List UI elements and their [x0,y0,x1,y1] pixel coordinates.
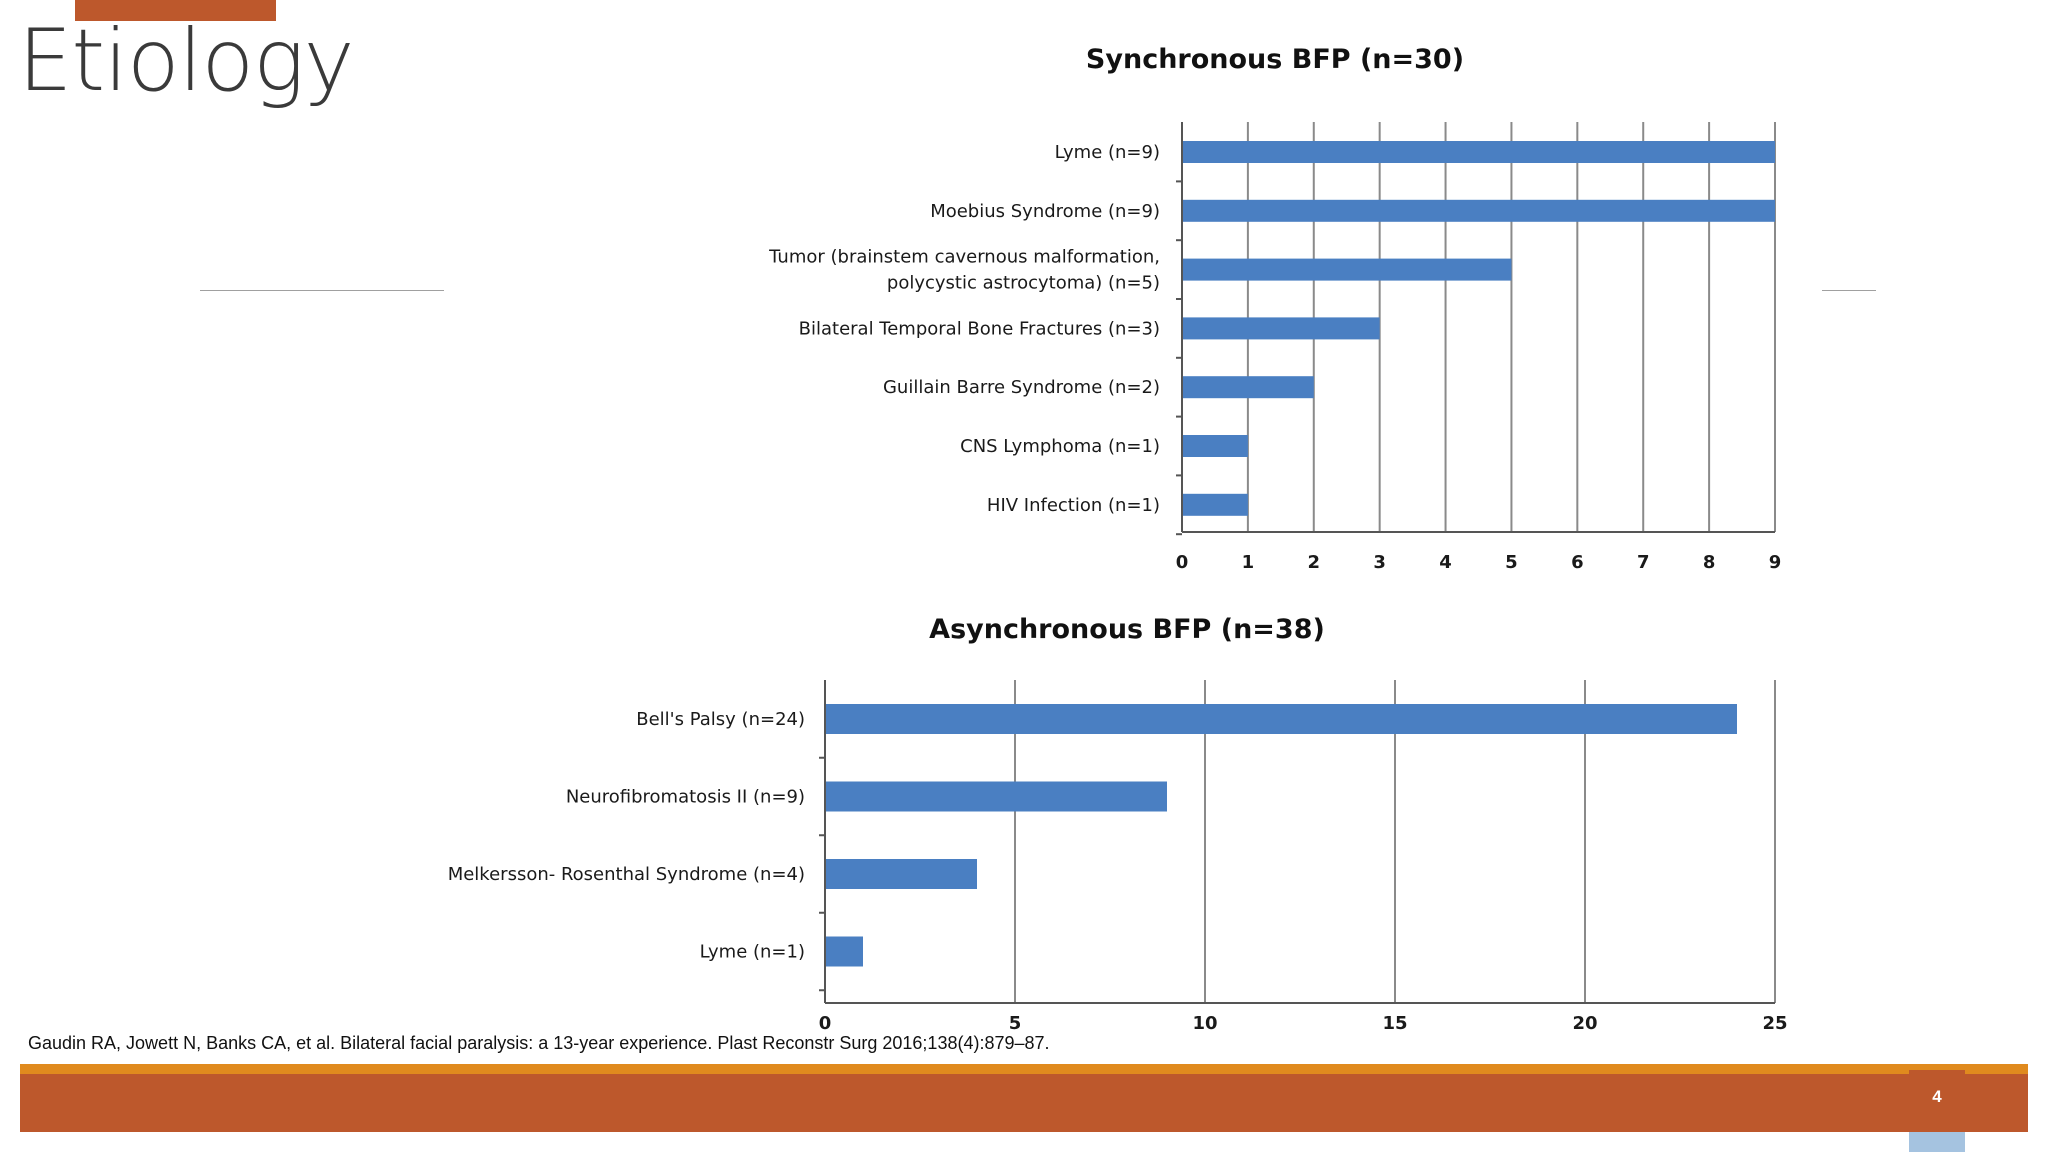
x-tick-label: 3 [1373,552,1386,573]
bar [1183,141,1775,163]
x-tick-label: 7 [1637,552,1650,573]
divider-line-right [1822,290,1876,291]
category-label: Tumor (brainstem cavernous malformation, [768,247,1160,268]
bar [1183,317,1380,340]
x-tick-label: 15 [1382,1013,1407,1034]
bar [826,704,1737,734]
top-accent-bar [75,0,276,21]
bar [826,859,977,889]
x-tick-label: 8 [1703,552,1716,573]
footer-orange-stripe [20,1064,2028,1074]
bar [1183,493,1248,516]
footer-bar [20,1074,2028,1132]
category-label: Guillain Barre Syndrome (n=2) [883,377,1160,398]
category-label: Moebius Syndrome (n=9) [930,201,1160,222]
page-number: 4 [1932,1087,1942,1106]
page-tab [1909,1132,1965,1152]
x-tick-label: 5 [1009,1013,1022,1034]
x-tick-label: 9 [1769,552,1782,573]
category-label: Lyme (n=1) [700,942,805,963]
bar [1183,199,1775,222]
category-label: polycystic astrocytoma) (n=5) [887,273,1160,294]
bar [1183,376,1314,399]
category-label: Lyme (n=9) [1055,142,1160,163]
x-tick-label: 20 [1572,1013,1597,1034]
category-label: Bell's Palsy (n=24) [636,709,805,730]
category-label: Melkersson- Rosenthal Syndrome (n=4) [448,864,805,885]
x-tick-label: 0 [1176,552,1189,573]
x-tick-label: 0 [819,1013,832,1034]
category-label: Bilateral Temporal Bone Fractures (n=3) [799,318,1160,339]
x-tick-label: 6 [1571,552,1584,573]
x-tick-label: 1 [1242,552,1255,573]
category-label: HIV Infection (n=1) [987,495,1160,516]
citation: Gaudin RA, Jowett N, Banks CA, et al. Bi… [28,1033,1050,1053]
page-number-box [1909,1070,1965,1132]
category-label: Neurofibromatosis II (n=9) [566,787,805,808]
x-tick-label: 5 [1505,552,1518,573]
x-tick-label: 10 [1192,1013,1217,1034]
bar [826,781,1167,812]
bar [1183,258,1512,281]
x-tick-label: 4 [1439,552,1452,573]
x-tick-label: 2 [1308,552,1321,573]
x-tick-label: 25 [1762,1013,1787,1034]
slide-title: Etiology [18,11,355,111]
divider-line-left [200,290,444,291]
bar [826,936,863,967]
chart-title-1: Asynchronous BFP (n=38) [929,614,1325,645]
chart-title-0: Synchronous BFP (n=30) [1086,44,1464,75]
category-label: CNS Lymphoma (n=1) [960,436,1160,457]
bar [1183,435,1248,457]
